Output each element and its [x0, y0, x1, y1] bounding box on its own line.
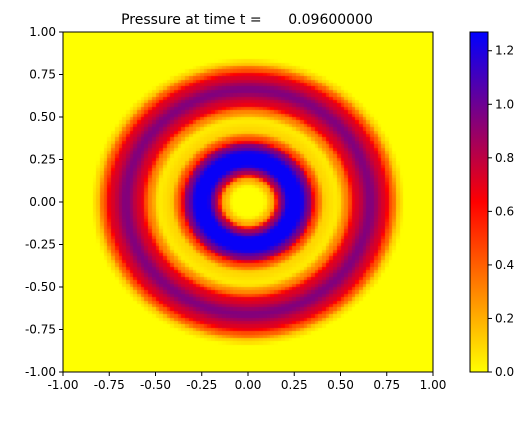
colorbar-tick-label: 0.8 — [495, 151, 514, 165]
colorbar-tick-label: 0.6 — [495, 204, 514, 218]
y-tick-label: 1.00 — [29, 25, 56, 39]
colorbar-tick-label: 1.0 — [495, 97, 514, 111]
y-tick-label: 0.25 — [29, 153, 56, 167]
y-tick-label: 0.50 — [29, 110, 56, 124]
plot-area — [62, 31, 434, 373]
colorbar-frame — [469, 31, 489, 373]
x-axis: -1.00 -0.75 -0.50 -0.25 0.00 0.25 0.50 0.75 1.00 — [47, 372, 446, 392]
colorbar: 0.0 0.2 0.4 0.6 0.8 1.0 1.2 — [469, 31, 514, 379]
x-tick-label: -0.75 — [94, 378, 125, 392]
colorbar-tick-label: 0.4 — [495, 258, 514, 272]
colorbar-axis: 0.0 0.2 0.4 0.6 0.8 1.0 1.2 — [488, 44, 514, 379]
y-tick-label: -0.50 — [25, 280, 56, 294]
x-tick-label: -0.25 — [186, 378, 217, 392]
chart-title: Pressure at time t = 0.09600000 — [121, 12, 373, 28]
y-tick-label: -0.75 — [25, 323, 56, 337]
y-tick-label: -1.00 — [25, 365, 56, 379]
colorbar-tick-label: 1.2 — [495, 44, 514, 58]
x-tick-label: 0.00 — [235, 378, 262, 392]
x-tick-label: -0.50 — [140, 378, 171, 392]
x-tick-label: 1.00 — [420, 378, 447, 392]
x-tick-label: 0.25 — [281, 378, 308, 392]
y-tick-label: 0.00 — [29, 195, 56, 209]
x-tick-label: 0.75 — [373, 378, 400, 392]
colorbar-tick-label: 0.0 — [495, 365, 514, 379]
colorbar-gradient — [470, 32, 488, 372]
x-tick-label: -1.00 — [47, 378, 78, 392]
y-tick-label: -0.25 — [25, 238, 56, 252]
y-axis: -1.00 -0.75 -0.50 -0.25 0.00 0.25 0.50 0.75 1.00 — [25, 25, 63, 379]
heatmap-image — [63, 32, 433, 372]
x-tick-label: 0.50 — [327, 378, 354, 392]
y-tick-label: 0.75 — [29, 68, 56, 82]
colorbar-tick-label: 0.2 — [495, 311, 514, 325]
